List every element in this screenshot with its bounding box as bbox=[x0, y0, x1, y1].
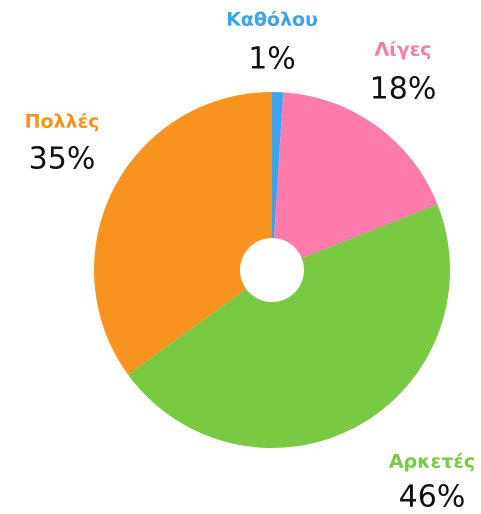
pie-slice bbox=[127, 204, 450, 448]
pie-slice bbox=[272, 92, 438, 270]
slice-label: Πολλές bbox=[25, 111, 100, 133]
slice-label: Λίγες bbox=[375, 39, 432, 61]
slice-label: Καθόλου bbox=[226, 9, 318, 31]
slice-value-label: 1% bbox=[248, 42, 296, 77]
pie-slice bbox=[94, 92, 273, 375]
slice-label: Αρκετές bbox=[389, 451, 475, 473]
slice-value-label: 46% bbox=[399, 480, 466, 514]
donut-hole bbox=[240, 238, 304, 302]
slice-value-label: 35% bbox=[29, 142, 96, 177]
slice-value-label: 18% bbox=[370, 72, 437, 107]
pie-slice bbox=[272, 92, 284, 270]
